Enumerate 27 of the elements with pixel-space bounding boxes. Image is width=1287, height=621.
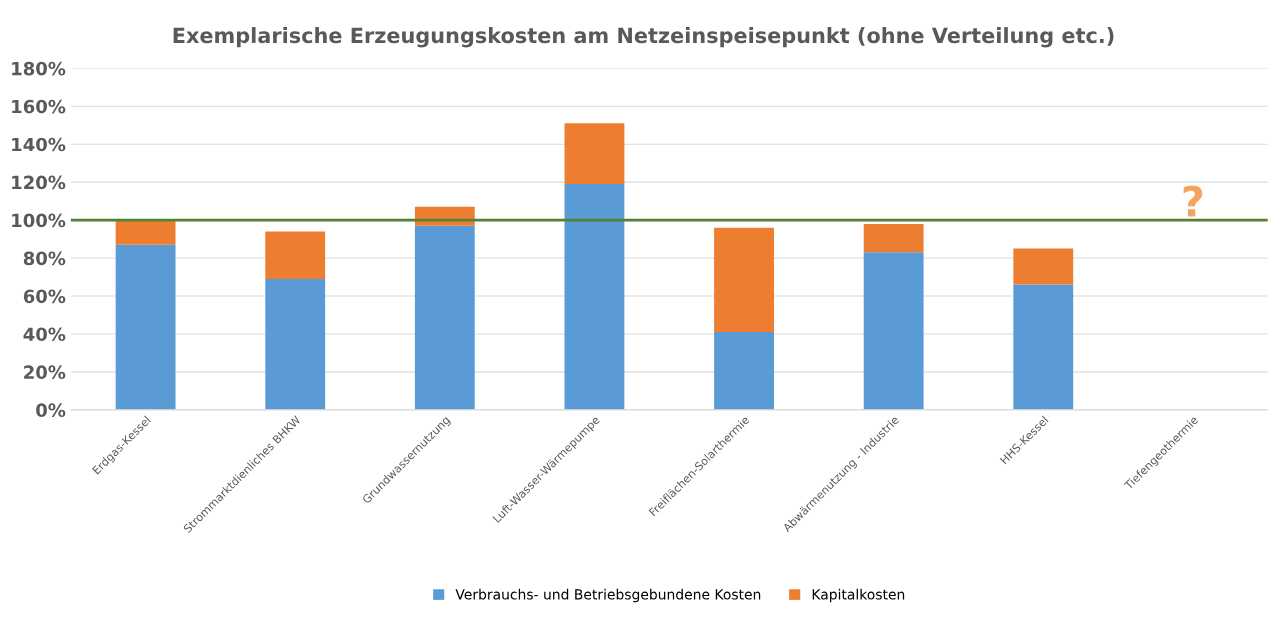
bar — [265, 278, 326, 410]
bar — [115, 244, 176, 410]
y-tick-label: 40% — [23, 327, 66, 342]
annotation: ? — [1183, 185, 1203, 217]
y-tick-label: 60% — [23, 289, 66, 304]
bar — [1013, 248, 1074, 285]
bar — [115, 220, 176, 245]
legend-label: Kapitalkosten — [812, 588, 905, 603]
bar — [714, 227, 774, 333]
bar — [714, 332, 774, 410]
y-tick-label: 0% — [36, 403, 66, 417]
y-tick-label: 100% — [12, 213, 66, 228]
bar — [564, 123, 625, 185]
bar — [1013, 284, 1074, 410]
y-tick-label: 140% — [12, 137, 66, 152]
y-tick-label: 180% — [12, 61, 66, 76]
bar — [414, 225, 475, 410]
bar — [265, 231, 326, 279]
chart-title: Exemplarische Erzeugungskosten am Netzeinspeisepunkt (ohne Verteilung etc.) — [173, 27, 1114, 48]
bar — [863, 252, 924, 410]
y-tick-label: 120% — [12, 175, 66, 190]
bar — [863, 223, 924, 253]
y-tick-label: 160% — [12, 99, 66, 114]
y-tick-label: 20% — [24, 365, 66, 380]
y-tick-label: 80% — [23, 251, 66, 266]
legend-label: Verbrauchs- und Betriebsgebundene Kosten — [455, 588, 761, 603]
bar — [564, 184, 625, 410]
